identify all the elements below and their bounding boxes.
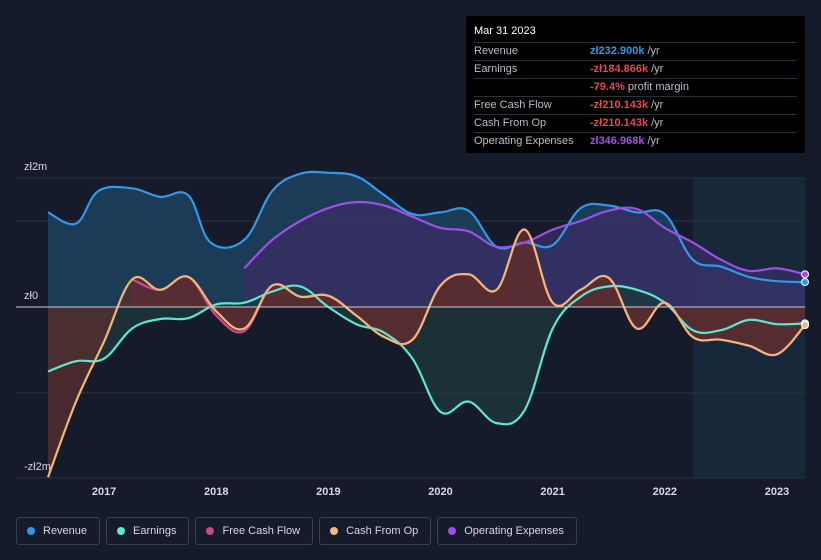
cfo-line: [46, 228, 806, 478]
tooltip-unit: /yr: [651, 117, 664, 129]
revenue-end-point: [801, 278, 809, 287]
tooltip-label: Revenue: [474, 45, 519, 57]
tooltip-unit: /yr: [647, 135, 660, 147]
tooltip-date: Mar 31 2023: [474, 24, 797, 43]
legend-item-cash-from-op[interactable]: Cash From Op: [319, 517, 432, 545]
cfo-area: [48, 229, 805, 478]
tooltip-label: Cash From Op: [474, 117, 547, 129]
opex-line: [243, 200, 806, 276]
tooltip-unit: /yr: [651, 63, 664, 75]
cfo-end-point: [801, 321, 809, 330]
legend-label: Operating Expenses: [464, 525, 564, 537]
tooltip-unit: profit margin: [627, 81, 689, 93]
tooltip-label: [474, 79, 590, 96]
x-tick-label: 2021: [540, 486, 564, 498]
revenue-line: [47, 170, 806, 284]
tooltip-row: Revenue zł232.900k/yr: [474, 43, 797, 61]
legend-item-earnings[interactable]: Earnings: [106, 517, 190, 545]
legend-item-operating-expenses[interactable]: Operating Expenses: [437, 517, 577, 545]
legend-dot-icon: [117, 527, 126, 535]
tooltip-value: -79.4%: [590, 81, 625, 93]
earnings-area: [48, 285, 805, 425]
legend: Revenue Earnings Free Cash Flow Cash From O…: [16, 517, 577, 547]
legend-dot-icon: [330, 527, 339, 535]
legend-label: Earnings: [133, 525, 177, 537]
tooltip-unit: /yr: [647, 45, 660, 57]
tooltip-value: -zł184.866k: [590, 63, 649, 75]
y-tick-label: zł2m: [24, 161, 47, 173]
opex-end-point: [801, 270, 809, 279]
tooltip-value: zł346.968k: [590, 135, 645, 147]
x-tick-label: 2017: [92, 486, 116, 498]
x-tick-label: 2019: [316, 486, 340, 498]
y-tick-label: zł0: [24, 290, 38, 302]
legend-label: Cash From Op: [346, 525, 419, 537]
legend-item-revenue[interactable]: Revenue: [16, 517, 101, 545]
y-tick-label: -zł2m: [24, 461, 51, 473]
tooltip-label: Operating Expenses: [474, 135, 574, 147]
tooltip-label: Free Cash Flow: [474, 99, 552, 111]
legend-item-free-cash-flow[interactable]: Free Cash Flow: [195, 517, 314, 545]
tooltip-row: -79.4% profit margin: [474, 79, 797, 97]
legend-dot-icon: [27, 527, 35, 535]
tooltip-value: -zł210.143k: [590, 99, 649, 111]
tooltip-row: Operating Expenses zł346.968k/yr: [474, 133, 797, 150]
tooltip-value: zł232.900k: [590, 45, 645, 57]
tooltip-unit: /yr: [651, 99, 664, 111]
tooltip-row: Free Cash Flow -zł210.143k/yr: [474, 97, 797, 115]
x-tick-label: 2023: [765, 486, 789, 498]
legend-dot-icon: [448, 527, 457, 535]
legend-dot-icon: [206, 527, 215, 535]
legend-label: Revenue: [43, 525, 88, 537]
tooltip-row: Cash From Op -zł210.143k/yr: [474, 115, 797, 133]
x-tick-label: 2022: [653, 486, 677, 498]
tooltip-label: Earnings: [474, 63, 518, 75]
x-tick-label: 2018: [204, 486, 228, 498]
x-tick-label: 2020: [428, 486, 452, 498]
tooltip-row: Earnings -zł184.866k/yr: [474, 61, 797, 79]
legend-label: Free Cash Flow: [222, 525, 301, 537]
tooltip-value: -zł210.143k: [590, 117, 649, 129]
data-tooltip: Mar 31 2023 Revenue zł232.900k/yr Earnings…: [466, 16, 805, 153]
